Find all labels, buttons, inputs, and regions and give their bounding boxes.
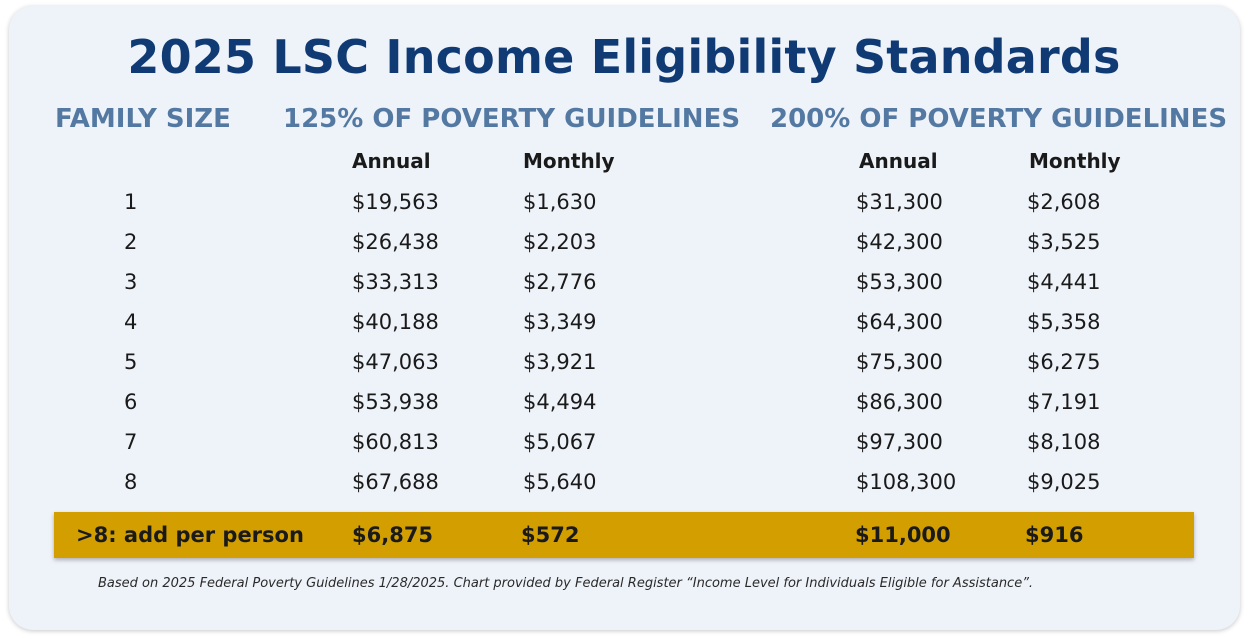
monthly-200-cell: $4,441 [1027, 270, 1101, 294]
table-row: 3 $33,313 $2,776 $53,300 $4,441 [0, 266, 1248, 298]
annual-125-cell: $33,313 [352, 270, 439, 294]
annual-200-cell: $86,300 [856, 390, 943, 414]
monthly-200-column-header: Monthly [1029, 149, 1121, 173]
family-size-cell: 3 [124, 270, 138, 294]
annual-125-cell: $40,188 [352, 310, 439, 334]
monthly-200-cell: $6,275 [1027, 350, 1101, 374]
family-size-cell: 8 [124, 470, 138, 494]
additional-annual-125: $6,875 [352, 523, 434, 547]
table-row: 5 $47,063 $3,921 $75,300 $6,275 [0, 346, 1248, 378]
family-size-cell: 1 [124, 190, 138, 214]
annual-200-cell: $64,300 [856, 310, 943, 334]
monthly-125-cell: $2,776 [523, 270, 597, 294]
annual-125-cell: $67,688 [352, 470, 439, 494]
monthly-200-cell: $5,358 [1027, 310, 1101, 334]
table-row: 8 $67,688 $5,640 $108,300 $9,025 [0, 466, 1248, 498]
family-size-cell: 4 [124, 310, 138, 334]
monthly-125-column-header: Monthly [523, 149, 615, 173]
annual-125-cell: $60,813 [352, 430, 439, 454]
monthly-125-cell: $2,203 [523, 230, 597, 254]
annual-200-cell: $97,300 [856, 430, 943, 454]
monthly-125-cell: $3,349 [523, 310, 597, 334]
additional-annual-200: $11,000 [855, 523, 951, 547]
table-row: 6 $53,938 $4,494 $86,300 $7,191 [0, 386, 1248, 418]
annual-200-column-header: Annual [859, 149, 938, 173]
family-size-cell: 7 [124, 430, 138, 454]
monthly-125-cell: $1,630 [523, 190, 597, 214]
poverty-200-header: 200% OF POVERTY GUIDELINES [770, 104, 1228, 134]
monthly-125-cell: $5,067 [523, 430, 597, 454]
annual-125-cell: $53,938 [352, 390, 439, 414]
family-size-cell: 5 [124, 350, 138, 374]
monthly-200-cell: $3,525 [1027, 230, 1101, 254]
monthly-125-cell: $3,921 [523, 350, 597, 374]
monthly-200-cell: $2,608 [1027, 190, 1101, 214]
family-size-cell: 6 [124, 390, 138, 414]
annual-125-column-header: Annual [352, 149, 431, 173]
monthly-125-cell: $4,494 [523, 390, 597, 414]
poverty-125-header: 125% OF POVERTY GUIDELINES [283, 104, 741, 134]
table-row: 7 $60,813 $5,067 $97,300 $8,108 [0, 426, 1248, 458]
monthly-200-cell: $7,191 [1027, 390, 1101, 414]
additional-person-label: >8: add per person [76, 523, 304, 547]
annual-125-cell: $26,438 [352, 230, 439, 254]
additional-monthly-200: $916 [1025, 523, 1084, 547]
table-row: 4 $40,188 $3,349 $64,300 $5,358 [0, 306, 1248, 338]
monthly-200-cell: $9,025 [1027, 470, 1101, 494]
source-footnote: Based on 2025 Federal Poverty Guidelines… [98, 576, 1034, 591]
family-size-cell: 2 [124, 230, 138, 254]
annual-200-cell: $42,300 [856, 230, 943, 254]
annual-200-cell: $53,300 [856, 270, 943, 294]
annual-200-cell: $108,300 [856, 470, 957, 494]
annual-125-cell: $19,563 [352, 190, 439, 214]
page-title: 2025 LSC Income Eligibility Standards [127, 30, 1121, 84]
table-row: 1 $19,563 $1,630 $31,300 $2,608 [0, 186, 1248, 218]
additional-monthly-125: $572 [521, 523, 580, 547]
annual-200-cell: $75,300 [856, 350, 943, 374]
family-size-header: FAMILY SIZE [55, 104, 231, 134]
monthly-200-cell: $8,108 [1027, 430, 1101, 454]
annual-125-cell: $47,063 [352, 350, 439, 374]
additional-person-bar: >8: add per person $6,875 $572 $11,000 $… [54, 512, 1194, 558]
monthly-125-cell: $5,640 [523, 470, 597, 494]
annual-200-cell: $31,300 [856, 190, 943, 214]
table-row: 2 $26,438 $2,203 $42,300 $3,525 [0, 226, 1248, 258]
